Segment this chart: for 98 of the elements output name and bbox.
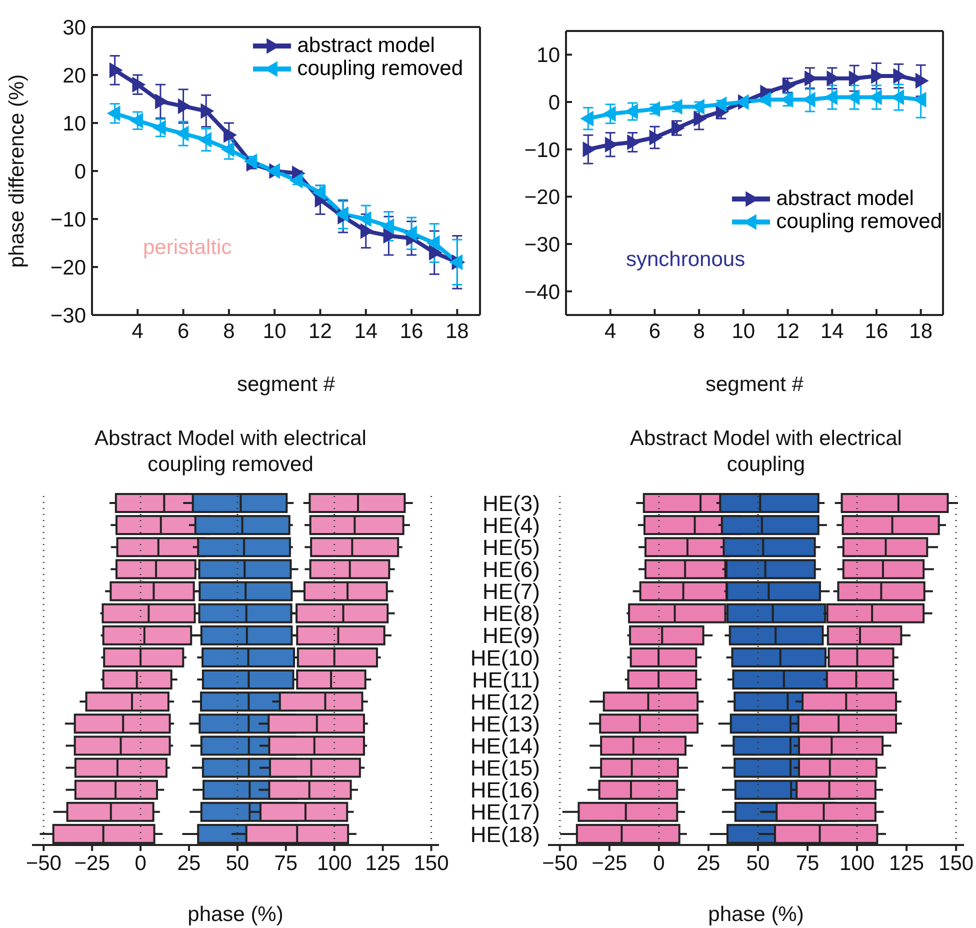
point <box>221 142 234 157</box>
x-tick-label: 100 <box>316 852 352 875</box>
x-tick-label: 75 <box>796 852 820 875</box>
point <box>649 130 662 145</box>
x-tick-label: 50 <box>226 852 250 875</box>
legend-label: abstract model <box>776 187 914 210</box>
x-tick-label: 12 <box>308 320 332 343</box>
x-tick-label: 14 <box>820 320 844 343</box>
point <box>198 132 212 148</box>
x-tick-label: 125 <box>889 852 924 875</box>
point <box>736 94 749 110</box>
point <box>694 111 707 126</box>
x-tick-label: 18 <box>909 320 933 343</box>
point <box>290 173 303 188</box>
x-tick-label: 125 <box>365 852 400 875</box>
point <box>602 106 616 122</box>
point <box>383 228 396 244</box>
x-tick-label: −25 <box>74 852 110 875</box>
x-axis-title: phase (%) <box>188 903 284 926</box>
y-tick-label: −30 <box>50 304 86 328</box>
x-tick-label: 150 <box>414 852 449 875</box>
x-tick-label: 25 <box>177 852 201 875</box>
y-tick-label: 10 <box>536 44 560 68</box>
x-tick-label: 4 <box>132 320 144 343</box>
y-tick-label: 10 <box>62 112 86 136</box>
y-axis-title: phase difference (%) <box>5 74 28 268</box>
y-tick-label: 0 <box>548 91 560 114</box>
chart-title: Abstract Model with electrical coupling <box>629 426 903 478</box>
legend-label: coupling removed <box>776 210 942 233</box>
x-axis-title: phase (%) <box>708 903 804 926</box>
x-axis-title: segment # <box>705 373 804 396</box>
y-tick-label: −30 <box>524 233 560 256</box>
point <box>848 70 862 86</box>
x-tick-label: 16 <box>864 320 888 343</box>
point <box>428 245 442 260</box>
point <box>109 62 122 78</box>
point <box>178 98 191 114</box>
point <box>604 137 618 152</box>
point <box>107 106 120 121</box>
y-tick-label: 20 <box>62 64 86 88</box>
point <box>336 206 348 222</box>
point <box>132 77 146 92</box>
annotation: peristaltic <box>143 236 232 260</box>
point <box>582 142 596 157</box>
point <box>714 96 727 112</box>
point <box>915 73 928 88</box>
y-tick-label: −10 <box>50 208 86 232</box>
point <box>224 128 236 142</box>
y-tick-label: HE(3) <box>482 490 540 516</box>
x-tick-label: 12 <box>776 320 800 343</box>
x-tick-label: 0 <box>653 852 665 875</box>
x-tick-label: 10 <box>262 320 286 343</box>
y-tick-label: −10 <box>524 138 560 162</box>
x-tick-label: 4 <box>604 320 617 343</box>
x-tick-label: 8 <box>693 320 705 343</box>
legend-label: abstract model <box>297 34 435 57</box>
point <box>155 94 168 109</box>
legend-label: coupling removed <box>297 57 463 80</box>
y-tick-label: 30 <box>62 16 86 40</box>
point <box>913 92 926 108</box>
point <box>404 226 417 241</box>
point <box>267 164 280 178</box>
x-tick-label: 16 <box>400 320 424 343</box>
x-tick-label: −50 <box>26 852 62 875</box>
y-tick-label: −20 <box>524 186 560 210</box>
annotation: synchronous <box>626 248 746 272</box>
x-tick-label: 18 <box>445 320 469 343</box>
point <box>176 126 189 142</box>
x-axis-title: segment # <box>236 373 336 396</box>
y-tick-label: 0 <box>74 160 86 184</box>
point <box>426 236 440 250</box>
x-tick-label: 6 <box>177 320 190 343</box>
y-tick-label: −20 <box>50 256 86 280</box>
point <box>758 92 771 108</box>
x-tick-label: 25 <box>696 852 720 875</box>
x-tick-label: 150 <box>938 852 974 875</box>
x-tick-label: 6 <box>648 320 661 343</box>
point <box>381 218 394 234</box>
x-tick-label: −25 <box>592 852 628 875</box>
x-tick-label: −50 <box>542 852 578 875</box>
x-tick-label: 0 <box>134 852 146 875</box>
point <box>244 154 258 169</box>
chart-title: Abstract Model with electrical coupling removed <box>94 426 368 478</box>
point <box>893 68 906 84</box>
x-tick-label: 100 <box>840 852 875 875</box>
x-tick-label: 50 <box>746 852 770 875</box>
x-tick-label: 8 <box>223 320 235 343</box>
point <box>358 212 372 226</box>
point <box>580 111 594 126</box>
point <box>152 120 166 136</box>
point <box>627 134 640 150</box>
point <box>200 104 214 118</box>
point <box>824 90 838 105</box>
x-tick-label: 14 <box>354 320 378 343</box>
x-tick-label: 10 <box>732 320 756 343</box>
point <box>360 224 374 238</box>
x-tick-label: 75 <box>274 852 298 875</box>
y-tick-label: −40 <box>524 280 560 304</box>
